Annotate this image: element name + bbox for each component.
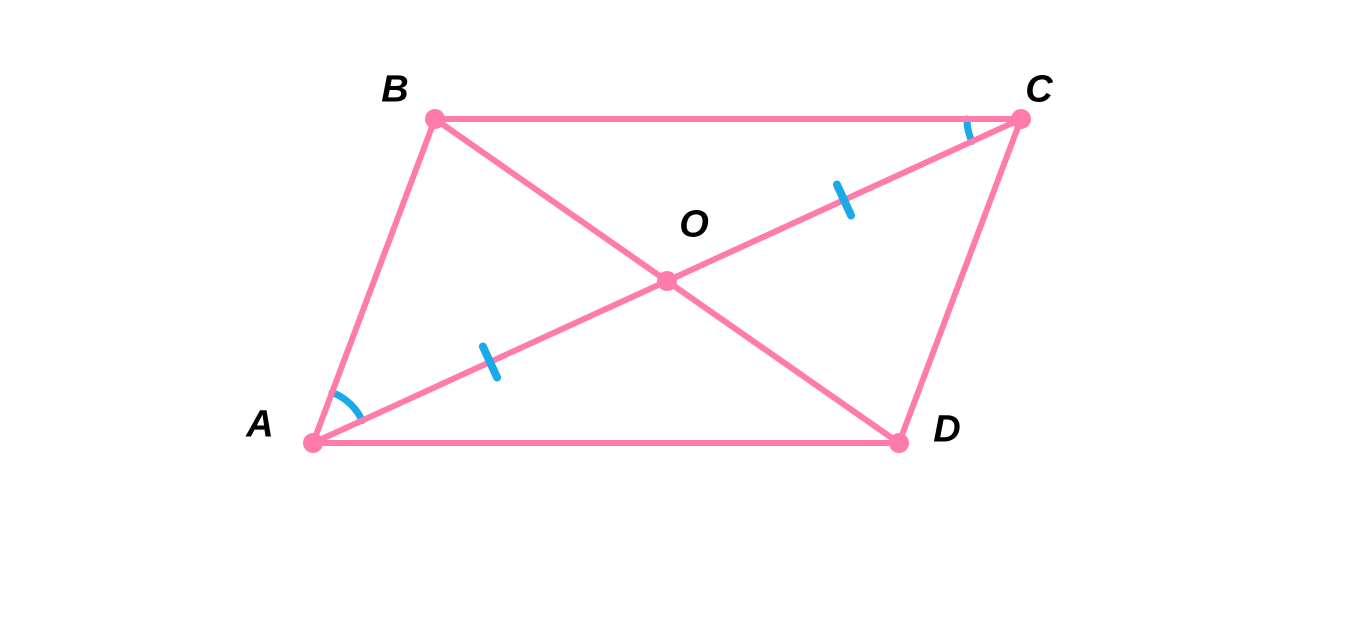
label-o: O — [679, 204, 709, 247]
label-a: A — [246, 404, 273, 447]
geometry-diagram — [0, 0, 1350, 640]
label-b: B — [381, 69, 408, 112]
label-c: C — [1025, 69, 1052, 112]
label-d: D — [933, 409, 960, 452]
